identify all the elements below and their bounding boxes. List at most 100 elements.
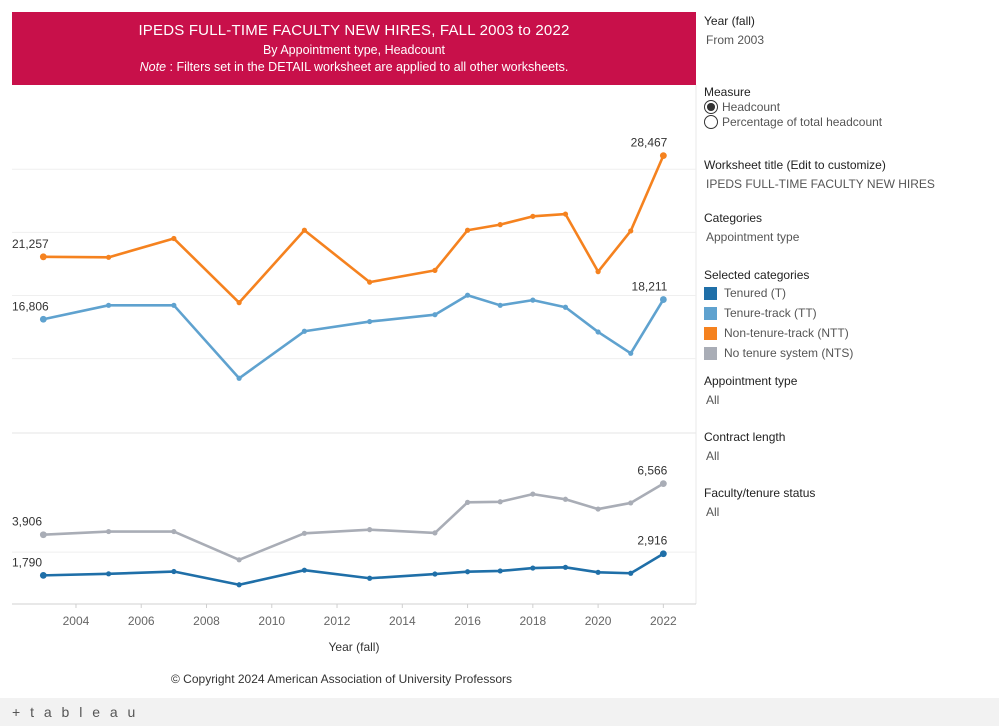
legend-item-tenured[interactable]: Tenured (T) bbox=[704, 286, 853, 300]
contract-length-value[interactable]: All bbox=[706, 449, 720, 463]
data-point bbox=[432, 312, 438, 318]
measure-option-percentage[interactable]: Percentage of total headcount bbox=[704, 115, 882, 129]
data-point bbox=[301, 227, 307, 233]
measure-option-label: Headcount bbox=[722, 100, 781, 114]
data-point bbox=[236, 375, 242, 381]
data-label: 28,467 bbox=[631, 136, 668, 150]
faculty-status-label: Faculty/tenure status bbox=[704, 486, 816, 500]
data-point bbox=[367, 318, 373, 325]
data-point bbox=[301, 567, 307, 573]
legend-swatch bbox=[704, 306, 717, 320]
x-tick-label: 2004 bbox=[63, 614, 90, 628]
data-point bbox=[497, 499, 503, 505]
data-point bbox=[464, 569, 471, 575]
data-point bbox=[628, 570, 634, 576]
legend-swatch bbox=[704, 326, 717, 340]
data-point bbox=[105, 254, 112, 260]
data-label: 6,566 bbox=[637, 464, 667, 478]
data-point bbox=[628, 350, 634, 356]
data-point bbox=[105, 302, 112, 308]
measure-filter: Measure Headcount Percentage of total he… bbox=[704, 85, 882, 129]
measure-option-headcount[interactable]: Headcount bbox=[704, 100, 882, 114]
year-filter-label: Year (fall) bbox=[704, 14, 755, 28]
selected-categories-legend: Selected categories Tenured (T) Tenure-t… bbox=[704, 268, 853, 360]
faculty-status-value[interactable]: All bbox=[706, 505, 720, 519]
data-point bbox=[432, 267, 438, 273]
page-subtitle: By Appointment type, Headcount bbox=[262, 43, 446, 57]
data-point bbox=[367, 575, 373, 581]
data-point bbox=[562, 496, 569, 502]
data-point bbox=[39, 315, 47, 323]
data-label: 18,211 bbox=[632, 280, 668, 294]
data-point bbox=[497, 302, 503, 308]
categories-label: Categories bbox=[704, 211, 763, 225]
data-point bbox=[595, 569, 601, 575]
data-point bbox=[236, 557, 242, 563]
x-tick-label: 2010 bbox=[258, 614, 285, 628]
data-point bbox=[497, 568, 503, 574]
legend-label: No tenure system (NTS) bbox=[724, 346, 854, 360]
data-point bbox=[530, 297, 536, 303]
data-point bbox=[628, 228, 634, 234]
contract-length-filter: Contract length All bbox=[704, 430, 785, 463]
faculty-status-filter: Faculty/tenure status All bbox=[704, 486, 815, 519]
data-point bbox=[595, 506, 601, 512]
series-line bbox=[43, 155, 665, 304]
data-point bbox=[562, 564, 569, 570]
year-filter-value[interactable]: From 2003 bbox=[706, 33, 765, 47]
note-label: Note bbox=[139, 60, 167, 74]
legend-label: Non-tenure-track (NTT) bbox=[724, 326, 849, 340]
series-line bbox=[43, 293, 665, 380]
data-point bbox=[595, 329, 601, 335]
data-point bbox=[530, 213, 536, 219]
x-tick-label: 2022 bbox=[650, 614, 677, 628]
filter-note: Note : Filters set in the DETAIL workshe… bbox=[12, 60, 696, 74]
worksheet-title-input[interactable]: IPEDS FULL-TIME FACULTY NEW HIRES bbox=[706, 177, 935, 191]
data-point bbox=[530, 491, 536, 497]
measure-filter-label: Measure bbox=[704, 85, 751, 99]
x-axis-title: Year (fall) bbox=[329, 640, 380, 654]
x-tick-label: 2008 bbox=[193, 614, 220, 628]
worksheet-title-label: Worksheet title (Edit to customize) bbox=[704, 158, 886, 172]
legend-swatch bbox=[704, 286, 717, 300]
data-point bbox=[301, 530, 307, 536]
data-point bbox=[105, 528, 112, 535]
categories-param: Categories Appointment type bbox=[704, 211, 799, 244]
measure-option-label: Percentage of total headcount bbox=[722, 115, 883, 129]
tableau-footer: + t a b l e a u bbox=[0, 698, 999, 726]
data-point bbox=[39, 571, 47, 579]
year-filter[interactable]: Year (fall) From 2003 bbox=[704, 14, 764, 47]
data-point bbox=[497, 222, 503, 228]
categories-dropdown[interactable]: Appointment type bbox=[706, 230, 800, 244]
note-text: : Filters set in the DETAIL worksheet ar… bbox=[166, 60, 569, 74]
series-line bbox=[43, 482, 665, 562]
data-point bbox=[562, 211, 569, 217]
radio-selected-icon[interactable] bbox=[704, 100, 718, 114]
appointment-type-value[interactable]: All bbox=[706, 393, 720, 407]
title-banner: IPEDS FULL-TIME FACULTY NEW HIRES, FALL … bbox=[12, 12, 696, 85]
data-point bbox=[367, 279, 373, 285]
data-label: 16,806 bbox=[12, 299, 49, 313]
x-tick-label: 2020 bbox=[585, 614, 612, 628]
data-label: 2,916 bbox=[637, 534, 667, 548]
data-label: 1,790 bbox=[12, 555, 42, 569]
tableau-logo[interactable]: + t a b l e a u bbox=[12, 704, 139, 720]
radio-unselected-icon[interactable] bbox=[704, 115, 718, 129]
data-point bbox=[562, 304, 569, 310]
legend-title: Selected categories bbox=[704, 268, 810, 282]
data-point bbox=[659, 550, 667, 558]
data-point bbox=[236, 300, 242, 306]
legend-item-no-tenure-system[interactable]: No tenure system (NTS) bbox=[704, 346, 853, 360]
data-point bbox=[464, 499, 471, 505]
data-point bbox=[530, 565, 536, 571]
legend-label: Tenure-track (TT) bbox=[724, 306, 817, 320]
worksheet-title-param: Worksheet title (Edit to customize) IPED… bbox=[704, 158, 935, 191]
appointment-type-label: Appointment type bbox=[704, 374, 798, 388]
x-tick-label: 2006 bbox=[128, 614, 155, 628]
data-point bbox=[659, 152, 667, 160]
legend-item-non-tenure-track[interactable]: Non-tenure-track (NTT) bbox=[704, 326, 853, 340]
data-point bbox=[171, 302, 177, 308]
legend-item-tenure-track[interactable]: Tenure-track (TT) bbox=[704, 306, 853, 320]
data-point bbox=[595, 269, 601, 275]
x-tick-label: 2016 bbox=[454, 614, 481, 628]
